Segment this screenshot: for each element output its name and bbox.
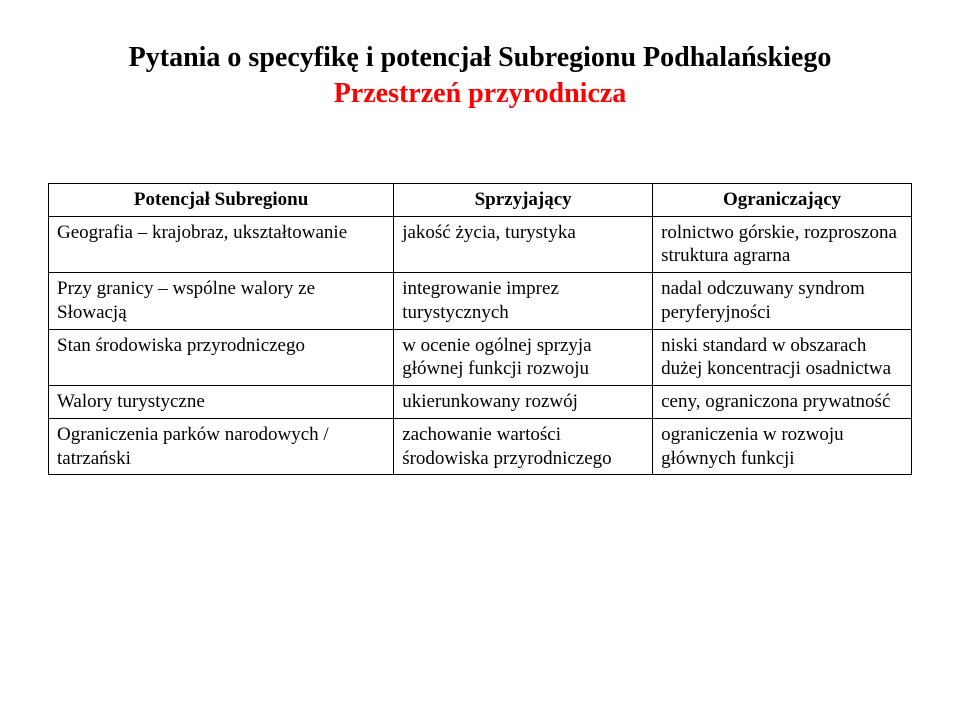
cell: jakość życia, turystyka <box>394 216 653 273</box>
title-line-1: Pytania o specyfikę i potencjał Subregio… <box>48 40 912 76</box>
cell: Ograniczenia parków narodowych / tatrzań… <box>49 418 394 475</box>
table-row: Przy granicy – wspólne walory ze Słowacj… <box>49 273 912 330</box>
cell: ceny, ograniczona prywatność <box>653 386 912 419</box>
table-row: Ograniczenia parków narodowych / tatrzań… <box>49 418 912 475</box>
cell: Przy granicy – wspólne walory ze Słowacj… <box>49 273 394 330</box>
cell: ograniczenia w rozwoju głównych funkcji <box>653 418 912 475</box>
table-header-row: Potencjał Subregionu Sprzyjający Ogranic… <box>49 183 912 216</box>
cell: rolnictwo górskie, rozproszona struktura… <box>653 216 912 273</box>
title-line-2: Przestrzeń przyrodnicza <box>48 76 912 112</box>
cell: zachowanie wartości środowiska przyrodni… <box>394 418 653 475</box>
table-row: Stan środowiska przyrodniczego w ocenie … <box>49 329 912 386</box>
cell: Stan środowiska przyrodniczego <box>49 329 394 386</box>
table-row: Geografia – krajobraz, ukształtowanie ja… <box>49 216 912 273</box>
table-container: Potencjał Subregionu Sprzyjający Ogranic… <box>48 183 912 476</box>
col-header-2: Ograniczający <box>653 183 912 216</box>
cell: niski standard w obszarach dużej koncent… <box>653 329 912 386</box>
cell: ukierunkowany rozwój <box>394 386 653 419</box>
potential-table: Potencjał Subregionu Sprzyjający Ogranic… <box>48 183 912 476</box>
col-header-1: Sprzyjający <box>394 183 653 216</box>
cell: nadal odczuwany syndrom peryferyjności <box>653 273 912 330</box>
slide-title: Pytania o specyfikę i potencjał Subregio… <box>48 40 912 113</box>
cell: Walory turystyczne <box>49 386 394 419</box>
cell: w ocenie ogólnej sprzyja głównej funkcji… <box>394 329 653 386</box>
table-row: Walory turystyczne ukierunkowany rozwój … <box>49 386 912 419</box>
cell: Geografia – krajobraz, ukształtowanie <box>49 216 394 273</box>
slide: Pytania o specyfikę i potencjał Subregio… <box>0 0 960 720</box>
col-header-0: Potencjał Subregionu <box>49 183 394 216</box>
cell: integrowanie imprez turystycznych <box>394 273 653 330</box>
